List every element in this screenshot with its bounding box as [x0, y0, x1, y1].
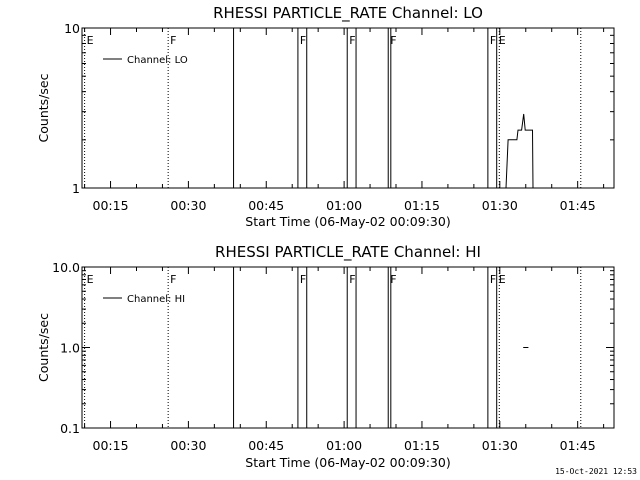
x-tick-label: 00:45: [248, 198, 284, 213]
x-tick-label: 01:00: [326, 198, 362, 213]
chart-panel-lo: RHESSI PARTICLE_RATE Channel: LO 00:15 00:…: [36, 4, 615, 229]
x-tick-label: 01:45: [560, 438, 596, 453]
event-marker-label: E: [87, 34, 94, 47]
y-axis-label: Counts/sec: [36, 73, 51, 142]
y-tick-label: 10.0: [52, 260, 80, 275]
event-marker-label: F: [490, 273, 496, 286]
x-axis-label: Start Time (06-May-02 00:09:30): [245, 455, 450, 470]
y-axis-label: Counts/sec: [36, 313, 51, 382]
y-tick-label: 1: [72, 181, 80, 196]
plot-frame: [81, 27, 615, 189]
x-tick-label: 00:15: [93, 438, 129, 453]
y-tick-label: 10: [64, 21, 80, 36]
y-tick-label: 1.0: [60, 341, 80, 356]
x-tick-label: 00:45: [248, 438, 284, 453]
legend-entry: Channel: HI: [127, 294, 185, 305]
event-marker-label: F: [390, 34, 396, 47]
plot-frame: [81, 266, 615, 429]
x-tick-label: 01:30: [482, 438, 518, 453]
event-marker-label: E: [499, 34, 506, 47]
event-marker-label: F: [349, 34, 355, 47]
chart-panel-hi: RHESSI PARTICLE_RATE Channel: HI 00:15 00:…: [36, 243, 615, 470]
series-line: [505, 113, 534, 189]
x-tick-label: 01:45: [560, 198, 596, 213]
event-marker-label: E: [87, 273, 94, 286]
x-tick-label: 00:15: [93, 198, 129, 213]
chart-title: RHESSI PARTICLE_RATE Channel: LO: [213, 4, 483, 23]
x-tick-label: 01:15: [404, 438, 440, 453]
x-tick-label: 01:30: [482, 198, 518, 213]
event-marker-label: F: [300, 273, 306, 286]
y-tick-label: 0.1: [60, 421, 80, 436]
chart-title: RHESSI PARTICLE_RATE Channel: HI: [215, 243, 481, 262]
footer-timestamp: 15-Oct-2021 12:53: [555, 467, 637, 476]
event-marker-label: F: [170, 34, 176, 47]
event-marker-label: F: [349, 273, 355, 286]
event-marker-label: F: [490, 34, 496, 47]
x-tick-label: 01:00: [326, 438, 362, 453]
x-tick-label: 00:30: [170, 438, 206, 453]
event-marker-label: E: [499, 273, 506, 286]
x-axis-label: Start Time (06-May-02 00:09:30): [245, 214, 450, 229]
event-marker-label: F: [390, 273, 396, 286]
legend-entry: Channel: LO: [127, 55, 188, 66]
event-marker-label: F: [170, 273, 176, 286]
x-tick-label: 00:30: [170, 198, 206, 213]
x-tick-label: 01:15: [404, 198, 440, 213]
event-marker-label: F: [300, 34, 306, 47]
